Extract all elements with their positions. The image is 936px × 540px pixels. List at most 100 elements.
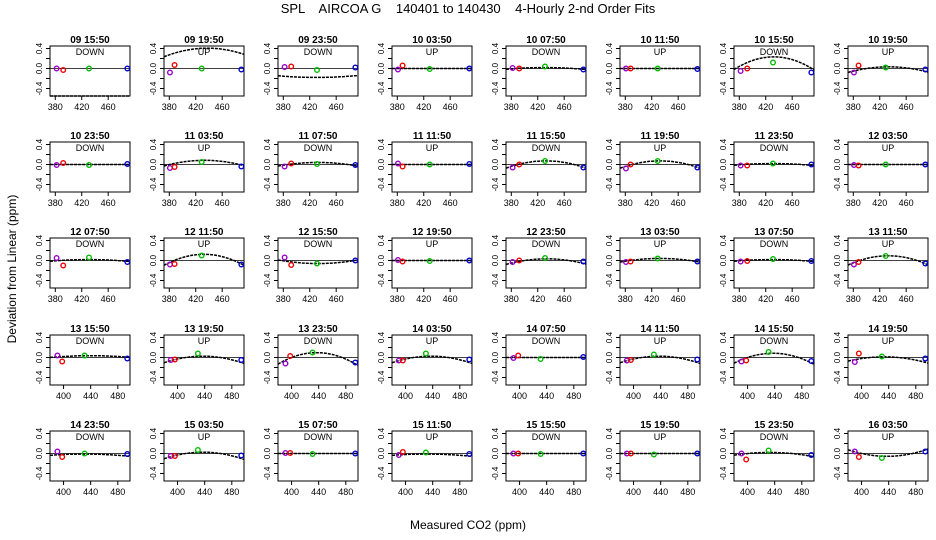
y-tick-label: 0.4 bbox=[377, 42, 386, 54]
y-tick-label: 0.0 bbox=[377, 158, 386, 170]
x-tick-label: 380 bbox=[48, 198, 63, 208]
y-tick-label: 0.0 bbox=[35, 447, 44, 459]
x-tick-label: 380 bbox=[618, 102, 633, 112]
fit-curve bbox=[733, 56, 815, 71]
y-tick-label: -0.4 bbox=[719, 81, 728, 95]
panel-direction: DOWN bbox=[76, 143, 105, 153]
data-point bbox=[171, 356, 178, 363]
y-tick-label: 0.4 bbox=[263, 42, 272, 54]
x-tick-label: 460 bbox=[671, 294, 686, 304]
panel-direction: DOWN bbox=[532, 239, 561, 249]
fit-curve bbox=[733, 352, 815, 365]
data-point bbox=[622, 259, 629, 266]
x-tick-label: 380 bbox=[618, 294, 633, 304]
data-point bbox=[765, 349, 772, 356]
y-tick-label: 0.4 bbox=[35, 138, 44, 150]
data-point bbox=[738, 358, 745, 365]
data-point bbox=[654, 65, 661, 72]
x-tick-label: 380 bbox=[504, 102, 519, 112]
panel-title: 15 03:50 bbox=[184, 420, 224, 431]
data-point bbox=[510, 355, 517, 362]
y-tick-label: 0.4 bbox=[491, 138, 500, 150]
panel-title: 12 11:50 bbox=[185, 227, 224, 238]
y-tick-label: 0.4 bbox=[719, 138, 728, 150]
panel-title: 11 19:50 bbox=[641, 131, 680, 142]
data-point bbox=[60, 66, 67, 73]
data-point bbox=[426, 258, 433, 265]
data-point bbox=[422, 449, 429, 456]
data-point bbox=[542, 63, 549, 70]
x-tick-label: 460 bbox=[443, 102, 458, 112]
data-point bbox=[281, 254, 288, 261]
panel-title: 10 15:50 bbox=[754, 35, 794, 46]
panel-direction: UP bbox=[426, 432, 439, 442]
y-tick-label: -0.4 bbox=[377, 81, 386, 95]
data-point bbox=[287, 353, 294, 360]
data-point bbox=[86, 65, 93, 72]
y-tick-label: 0.0 bbox=[149, 158, 158, 170]
data-point bbox=[509, 164, 516, 171]
panel-title: 15 23:50 bbox=[754, 420, 794, 431]
x-tick-label: 460 bbox=[899, 198, 914, 208]
y-tick-label: -0.4 bbox=[149, 177, 158, 191]
y-tick-label: 0.0 bbox=[35, 62, 44, 74]
data-point bbox=[54, 352, 61, 359]
data-point bbox=[694, 164, 701, 171]
x-tick-label: 420 bbox=[758, 294, 773, 304]
data-point bbox=[654, 255, 661, 262]
data-point bbox=[53, 65, 60, 72]
panel-direction: UP bbox=[882, 47, 895, 57]
y-tick-label: -0.4 bbox=[833, 370, 842, 384]
data-point bbox=[86, 254, 93, 261]
data-point bbox=[194, 447, 201, 454]
panel-frame bbox=[49, 334, 131, 386]
panel-title: 15 19:50 bbox=[640, 420, 680, 431]
panel-title: 13 11:50 bbox=[869, 227, 908, 238]
data-point bbox=[198, 252, 205, 259]
panel-direction: DOWN bbox=[304, 432, 333, 442]
data-point bbox=[352, 450, 359, 457]
x-tick-label: 420 bbox=[188, 198, 203, 208]
x-tick-label: 400 bbox=[512, 391, 527, 401]
x-axis-label: Measured CO2 (ppm) bbox=[409, 518, 527, 532]
fit-curve bbox=[733, 258, 815, 263]
data-point bbox=[744, 162, 751, 169]
panel-direction: DOWN bbox=[304, 336, 333, 346]
data-point bbox=[515, 450, 522, 457]
y-tick-label: -0.4 bbox=[377, 177, 386, 191]
x-tick-label: 440 bbox=[197, 391, 212, 401]
y-tick-label: 0.0 bbox=[263, 62, 272, 74]
x-tick-label: 400 bbox=[170, 391, 185, 401]
data-point bbox=[744, 65, 751, 72]
panel-direction: DOWN bbox=[76, 47, 105, 57]
panel-direction: DOWN bbox=[532, 336, 561, 346]
data-point bbox=[53, 161, 60, 168]
data-point bbox=[882, 64, 889, 71]
y-tick-label: 0.4 bbox=[263, 427, 272, 439]
panel-direction: UP bbox=[882, 336, 895, 346]
data-point bbox=[770, 160, 777, 167]
panel-title: 13 03:50 bbox=[640, 227, 680, 238]
panel-title: 14 11:50 bbox=[641, 324, 680, 335]
data-point bbox=[743, 456, 750, 463]
x-tick-label: 440 bbox=[881, 391, 896, 401]
x-tick-label: 420 bbox=[302, 198, 317, 208]
data-point bbox=[694, 65, 701, 72]
data-point bbox=[765, 447, 772, 454]
panel-title: 14 23:50 bbox=[70, 420, 110, 431]
panel-direction: UP bbox=[882, 432, 895, 442]
data-point bbox=[166, 261, 173, 268]
y-tick-label: 0.0 bbox=[719, 351, 728, 363]
data-point bbox=[288, 160, 295, 167]
y-tick-label: 0.4 bbox=[377, 138, 386, 150]
x-tick-label: 440 bbox=[767, 487, 782, 497]
data-point bbox=[124, 160, 131, 167]
data-point bbox=[394, 66, 401, 73]
y-tick-label: 0.4 bbox=[149, 42, 158, 54]
